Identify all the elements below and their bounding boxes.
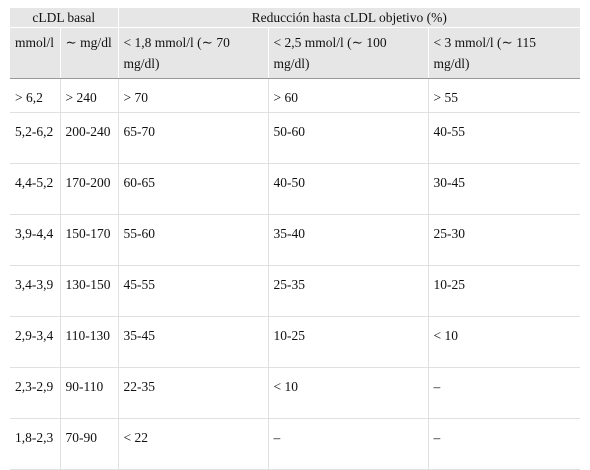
table-cell: 2,3-2,9: [10, 367, 60, 419]
table-cell: > 240: [59, 78, 119, 113]
table-cell: 40-55: [427, 112, 581, 164]
table-cell: 55-60: [117, 214, 269, 266]
column-header: mmol/l: [10, 27, 60, 79]
table-cell: > 70: [117, 78, 269, 113]
table-cell: 3,9-4,4: [10, 214, 60, 266]
table-cell: 10-25: [427, 265, 581, 317]
table-cell: –: [267, 418, 429, 470]
table-cell: 5,2-6,2: [10, 112, 60, 164]
table-cell: 50-60: [267, 112, 429, 164]
table-header: cLDL basal Reducción hasta cLDL objetivo…: [10, 8, 581, 79]
group-header: cLDL basal: [10, 8, 119, 28]
table-cell: 200-240: [59, 112, 119, 164]
table-row: 2,9-3,4 110-130 35-45 10-25 < 10: [10, 316, 581, 368]
column-header: < 1,8 mmol/l (∼ 70 mg/dl): [117, 27, 269, 79]
table-cell: > 55: [427, 78, 581, 113]
table-row: 4,4-5,2 170-200 60-65 40-50 30-45: [10, 163, 581, 215]
ldl-table: cLDL basal Reducción hasta cLDL objetivo…: [10, 8, 581, 470]
column-header: ∼ mg/dl: [59, 27, 119, 79]
table-cell: 35-40: [267, 214, 429, 266]
table-row: > 6,2 > 240 > 70 > 60 > 55: [10, 78, 581, 113]
table-row: 1,8-2,3 70-90 < 22– –: [10, 418, 581, 470]
table-cell: 25-35: [267, 265, 429, 317]
table-cell: 25-30: [427, 214, 581, 266]
table-cell: –: [427, 418, 581, 470]
table-cell: 150-170: [59, 214, 119, 266]
group-header: Reducción hasta cLDL objetivo (%): [117, 8, 581, 28]
table-cell: 30-45: [427, 163, 581, 215]
table-cell: > 60: [267, 78, 429, 113]
table-cell: –: [427, 367, 581, 419]
table-row: 3,4-3,9 130-150 45-55 25-35 10-25: [10, 265, 581, 317]
table-cell: 10-25: [267, 316, 429, 368]
column-header-row: mmol/l ∼ mg/dl < 1,8 mmol/l (∼ 70 mg/dl) < …: [10, 27, 581, 79]
table-cell: 170-200: [59, 163, 119, 215]
table-cell: < 10: [267, 367, 429, 419]
table-cell: > 6,2: [10, 78, 60, 113]
column-header: < 2,5 mmol/l (∼ 100 mg/dl): [267, 27, 429, 79]
table-row: 3,9-4,4 150-170 55-60 35-40 25-30: [10, 214, 581, 266]
table-body: > 6,2 > 240 > 70 > 60 > 55 5,2-6,2 200-240 65-7…: [10, 78, 581, 470]
column-header: < 3 mmol/l (∼ 115 mg/dl): [427, 27, 581, 79]
table-cell: 70-90: [59, 418, 119, 470]
table-cell: 1,8-2,3: [10, 418, 60, 470]
table-cell: 4,4-5,2: [10, 163, 60, 215]
table-cell: 90-110: [59, 367, 119, 419]
group-header-row: cLDL basal Reducción hasta cLDL objetivo…: [10, 8, 581, 28]
table-cell: 3,4-3,9: [10, 265, 60, 317]
table-row: 2,3-2,9 90-110 22-35 < 10–: [10, 367, 581, 419]
table-cell: < 22: [117, 418, 269, 470]
table-cell: < 10: [427, 316, 581, 368]
table-row: 5,2-6,2 200-240 65-70 50-60 40-55: [10, 112, 581, 164]
table-cell: 35-45: [117, 316, 269, 368]
table-cell: 60-65: [117, 163, 269, 215]
table-cell: 110-130: [59, 316, 119, 368]
table-cell: 22-35: [117, 367, 269, 419]
table-cell: 45-55: [117, 265, 269, 317]
table-cell: 130-150: [59, 265, 119, 317]
table-cell: 65-70: [117, 112, 269, 164]
table-cell: 40-50: [267, 163, 429, 215]
table-cell: 2,9-3,4: [10, 316, 60, 368]
